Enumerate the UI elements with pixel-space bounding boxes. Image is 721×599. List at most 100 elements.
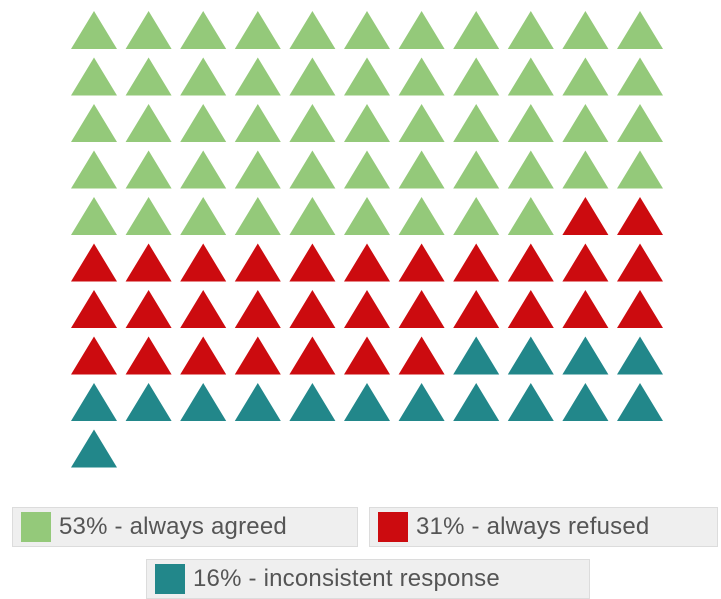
- waffle-triangle-always-agreed: [562, 104, 609, 142]
- waffle-triangle-always-refused: [344, 290, 390, 328]
- waffle-triangle-always-agreed: [289, 150, 336, 189]
- waffle-triangle-always-agreed: [71, 150, 117, 189]
- waffle-triangle-always-refused: [398, 243, 445, 282]
- waffle-triangle-always-agreed: [344, 150, 390, 189]
- waffle-triangle-always-agreed: [125, 197, 172, 235]
- legend-label-inconsistent-response: 16% - inconsistent response: [193, 565, 500, 592]
- waffle-triangle-inconsistent-response: [617, 336, 663, 375]
- waffle-triangle-inconsistent-response: [398, 383, 445, 421]
- waffle-triangle-inconsistent-response: [234, 383, 281, 421]
- waffle-triangle-inconsistent-response: [71, 383, 117, 421]
- waffle-triangle-always-refused: [125, 243, 172, 282]
- waffle-triangle-always-agreed: [125, 57, 172, 96]
- waffle-triangle-always-agreed: [507, 197, 554, 235]
- waffle-triangle-always-agreed: [289, 57, 336, 96]
- waffle-triangle-always-refused: [289, 243, 336, 282]
- waffle-triangle-always-agreed: [71, 104, 117, 142]
- waffle-triangle-always-agreed: [398, 11, 445, 49]
- legend-item-inconsistent-response: 16% - inconsistent response: [146, 559, 590, 599]
- waffle-triangle-always-agreed: [453, 57, 500, 96]
- waffle-triangle-always-agreed: [125, 104, 172, 142]
- waffle-triangle-always-refused: [71, 290, 117, 328]
- legend-label-always-agreed: 53% - always agreed: [59, 513, 287, 540]
- waffle-triangle-always-refused: [562, 290, 609, 328]
- waffle-triangle-inconsistent-response: [562, 383, 609, 421]
- waffle-triangle-always-agreed: [507, 11, 554, 49]
- waffle-triangle-always-agreed: [453, 11, 500, 49]
- waffle-triangle-inconsistent-response: [289, 383, 336, 421]
- waffle-triangle-always-agreed: [507, 104, 554, 142]
- waffle-triangle-always-agreed: [234, 104, 281, 142]
- waffle-triangle-always-agreed: [125, 11, 172, 49]
- waffle-triangle-always-agreed: [289, 104, 336, 142]
- waffle-triangle-always-refused: [125, 336, 172, 375]
- waffle-triangle-always-refused: [617, 290, 663, 328]
- legend-item-always-refused: 31% - always refused: [369, 507, 718, 547]
- waffle-triangle-always-refused: [234, 243, 281, 282]
- waffle-triangle-always-agreed: [617, 11, 663, 49]
- waffle-triangle-always-agreed: [453, 197, 500, 235]
- waffle-triangle-always-refused: [180, 336, 227, 375]
- waffle-triangle-always-refused: [180, 290, 227, 328]
- legend-swatch-always-refused: [378, 512, 408, 542]
- legend-swatch-always-agreed: [21, 512, 51, 542]
- waffle-triangle-always-agreed: [398, 104, 445, 142]
- waffle-triangle-always-agreed: [617, 150, 663, 189]
- waffle-triangle-always-agreed: [344, 104, 390, 142]
- waffle-triangle-always-refused: [398, 336, 445, 375]
- waffle-triangle-always-agreed: [507, 150, 554, 189]
- waffle-triangle-always-refused: [289, 336, 336, 375]
- waffle-triangle-always-agreed: [234, 197, 281, 235]
- waffle-triangle-always-refused: [453, 243, 500, 282]
- waffle-triangle-inconsistent-response: [507, 336, 554, 375]
- waffle-triangle-always-agreed: [617, 104, 663, 142]
- legend-swatch-inconsistent-response: [155, 564, 185, 594]
- waffle-triangle-always-agreed: [234, 57, 281, 96]
- waffle-triangle-always-agreed: [398, 57, 445, 96]
- waffle-triangle-always-agreed: [234, 150, 281, 189]
- waffle-triangle-always-refused: [398, 290, 445, 328]
- legend-item-always-agreed: 53% - always agreed: [12, 507, 358, 547]
- waffle-triangle-always-refused: [180, 243, 227, 282]
- waffle-triangle-always-agreed: [562, 11, 609, 49]
- waffle-triangle-always-agreed: [453, 150, 500, 189]
- waffle-triangle-always-refused: [71, 336, 117, 375]
- waffle-triangle-always-agreed: [180, 104, 227, 142]
- waffle-triangle-always-refused: [617, 197, 663, 235]
- waffle-triangle-inconsistent-response: [562, 336, 609, 375]
- waffle-triangle-always-agreed: [344, 57, 390, 96]
- waffle-triangle-always-refused: [234, 336, 281, 375]
- waffle-triangle-always-agreed: [180, 150, 227, 189]
- waffle-chart: [71, 11, 663, 468]
- waffle-triangle-always-agreed: [71, 11, 117, 49]
- waffle-triangle-always-agreed: [71, 57, 117, 96]
- waffle-triangle-always-agreed: [289, 11, 336, 49]
- waffle-triangle-always-refused: [562, 243, 609, 282]
- waffle-triangle-always-agreed: [344, 11, 390, 49]
- waffle-triangle-always-refused: [71, 243, 117, 282]
- waffle-triangle-always-agreed: [180, 57, 227, 96]
- waffle-triangle-inconsistent-response: [453, 383, 500, 421]
- waffle-triangle-always-agreed: [507, 57, 554, 96]
- waffle-triangle-always-agreed: [344, 197, 390, 235]
- waffle-triangle-always-refused: [617, 243, 663, 282]
- waffle-triangle-always-agreed: [398, 197, 445, 235]
- waffle-triangle-always-refused: [344, 336, 390, 375]
- legend-label-always-refused: 31% - always refused: [416, 513, 650, 540]
- waffle-triangle-always-agreed: [180, 11, 227, 49]
- waffle-triangle-always-agreed: [562, 57, 609, 96]
- waffle-triangle-inconsistent-response: [71, 429, 117, 468]
- waffle-triangle-always-refused: [507, 243, 554, 282]
- waffle-triangle-always-refused: [234, 290, 281, 328]
- waffle-triangle-always-agreed: [71, 197, 117, 235]
- waffle-triangle-always-agreed: [125, 150, 172, 189]
- waffle-triangle-inconsistent-response: [344, 383, 390, 421]
- waffle-triangle-always-agreed: [398, 150, 445, 189]
- waffle-triangle-always-refused: [562, 197, 609, 235]
- waffle-triangle-inconsistent-response: [180, 383, 227, 421]
- waffle-triangle-always-agreed: [289, 197, 336, 235]
- waffle-triangle-always-refused: [125, 290, 172, 328]
- waffle-triangle-always-agreed: [234, 11, 281, 49]
- waffle-triangle-always-refused: [289, 290, 336, 328]
- waffle-triangle-always-refused: [344, 243, 390, 282]
